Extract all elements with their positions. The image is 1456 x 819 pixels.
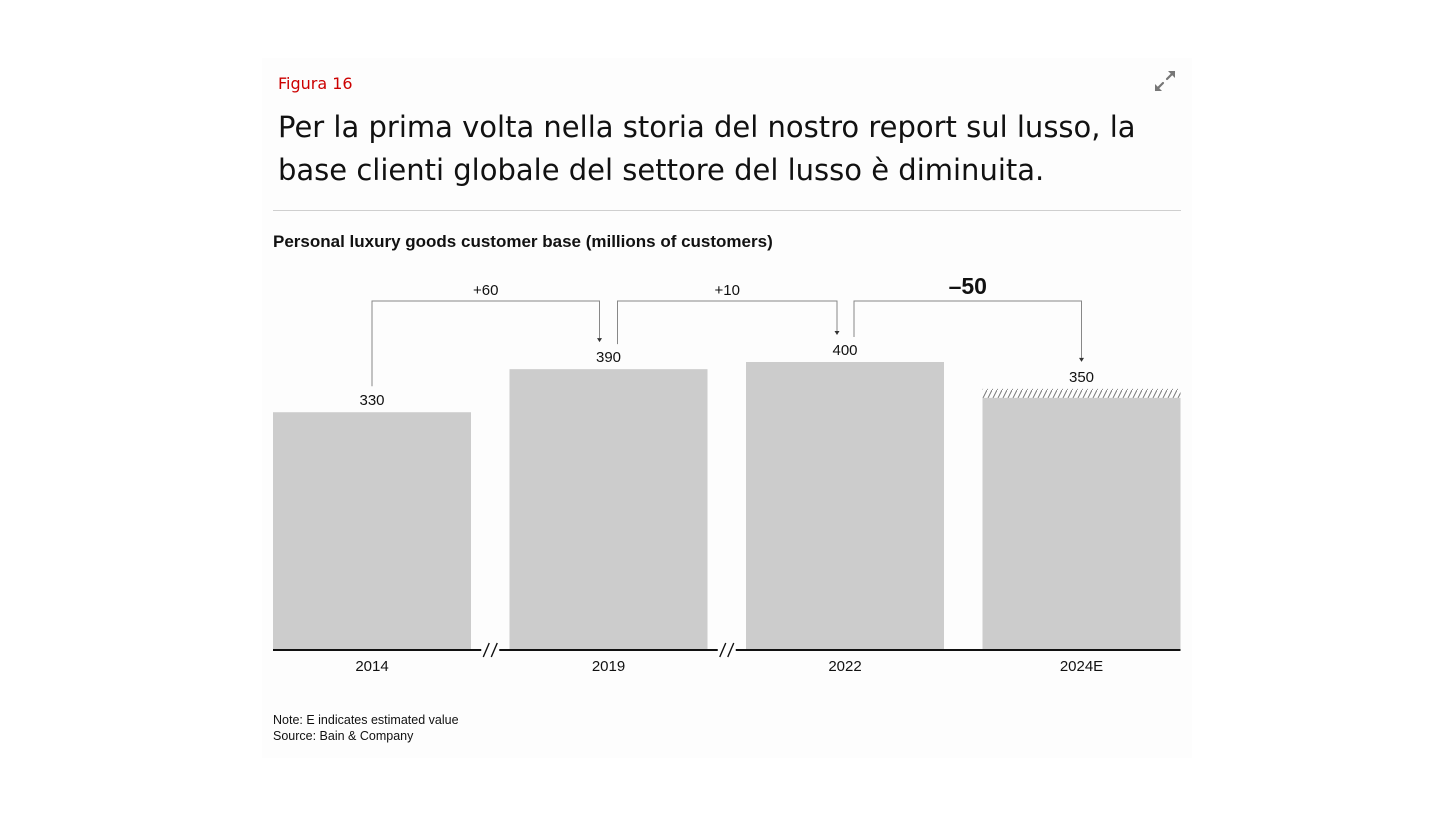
- change-label: +10: [715, 282, 740, 299]
- source-text: Source: Bain & Company: [273, 728, 414, 743]
- axis-break-mark: [482, 642, 490, 658]
- axis-break-mark: [727, 642, 735, 658]
- bar-2024E: [982, 397, 1181, 649]
- bar-2014: [273, 412, 471, 649]
- chart-title: Personal luxury goods customer base (mil…: [273, 232, 773, 251]
- change-label: –50: [949, 273, 987, 299]
- category-label: 2019: [592, 658, 625, 675]
- value-label: 330: [359, 392, 384, 409]
- change-arrowhead: [597, 338, 602, 343]
- axis-break-gap: [717, 643, 736, 657]
- value-label: 390: [596, 349, 621, 366]
- value-label: 400: [832, 342, 857, 359]
- category-label: 2014: [355, 658, 388, 675]
- value-label: 350: [1069, 369, 1094, 386]
- chart-notes: Note: E indicates estimated value Source…: [273, 713, 459, 744]
- change-bracket: [853, 300, 1082, 358]
- bar-2019: [509, 369, 708, 649]
- change-bracket: [371, 300, 600, 387]
- change-bracket: [617, 300, 838, 345]
- figure-label: Figura 16: [278, 74, 353, 93]
- change-arrowhead: [834, 331, 840, 335]
- change-label: +60: [473, 282, 498, 299]
- axis-break-mark: [490, 642, 498, 658]
- estimate-hatch: [982, 388, 1181, 398]
- category-label: 2022: [828, 658, 861, 675]
- change-arrowhead: [1079, 357, 1084, 362]
- note-text: Note: E indicates estimated value: [273, 713, 459, 727]
- expand-icon[interactable]: [1152, 68, 1178, 94]
- axis-break-gap: [481, 643, 500, 657]
- bar-chart: 330 2014 390 2019 400 2022 350 2024E +60 +10 –50: [273, 273, 1181, 675]
- divider: [273, 210, 1181, 211]
- axis-break-mark: [719, 642, 727, 658]
- bar-2022: [746, 362, 944, 649]
- category-label: 2024E: [1060, 658, 1103, 675]
- figure-headline: Per la prima volta nella storia del nost…: [278, 110, 1136, 187]
